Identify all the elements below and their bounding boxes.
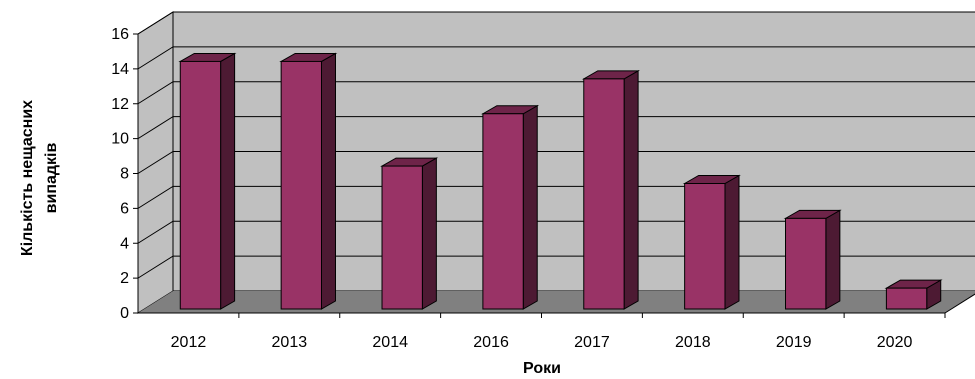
x-tick-label: 2016 — [473, 334, 509, 351]
bar-side — [522, 104, 538, 310]
y-axis-title: Кількість нещасних випадків — [19, 100, 60, 256]
bar-2018 — [682, 174, 741, 310]
gridline — [137, 81, 975, 105]
y-tick-labels: 0 2 4 6 8 10 12 14 16 — [111, 26, 129, 322]
y-tick-label: 4 — [120, 235, 129, 252]
x-tick-labels: 2012 2013 2014 2016 2017 2018 2019 2020 — [171, 334, 913, 351]
gridline — [137, 46, 975, 70]
bar-2019 — [783, 209, 842, 310]
bar-front — [482, 113, 524, 310]
y-axis-title-line-1: Кількість нещасних — [19, 100, 36, 256]
gridline — [137, 11, 975, 35]
bar-front — [684, 183, 726, 310]
bar-front — [885, 287, 928, 310]
gridlines — [137, 11, 975, 279]
bar-side — [421, 157, 437, 310]
x-tick-label: 2013 — [272, 334, 308, 351]
bar-2020 — [884, 279, 943, 310]
x-tick-label: 2019 — [776, 334, 812, 351]
y-tick-label: 2 — [120, 270, 129, 287]
bar-front — [179, 60, 222, 310]
bar-front — [583, 78, 625, 310]
y-tick-label: 6 — [120, 200, 129, 217]
bar-2014 — [380, 157, 439, 310]
bar-2017 — [581, 70, 640, 310]
bar-side — [623, 70, 639, 310]
bar-side — [220, 52, 236, 310]
bar-side — [724, 174, 740, 310]
y-tick-label: 12 — [111, 96, 129, 113]
bar-front — [280, 60, 322, 310]
y-tick-label: 16 — [111, 26, 129, 43]
x-tick-label: 2014 — [372, 334, 408, 351]
y-tick-label: 8 — [120, 166, 129, 183]
floor-edge — [944, 293, 975, 314]
axes — [133, 33, 975, 318]
bar-2013 — [279, 52, 338, 310]
gridline — [137, 116, 975, 140]
bars — [178, 52, 943, 310]
x-tick-label: 2020 — [877, 334, 913, 351]
chart-floor — [138, 291, 975, 313]
y-axis-title-line-2: випадків — [43, 143, 60, 214]
bar-side — [320, 52, 336, 310]
y-tick-label: 0 — [120, 305, 129, 322]
y-tick-label: 14 — [111, 61, 129, 78]
x-tick-label: 2018 — [675, 334, 711, 351]
y-tick-label: 10 — [111, 131, 129, 148]
x-tick-label: 2017 — [574, 334, 610, 351]
x-axis-title: Роки — [523, 360, 561, 377]
x-tick-label: 2012 — [171, 334, 207, 351]
bar-front — [381, 165, 423, 310]
bar-side — [825, 209, 841, 310]
bar-2016 — [481, 104, 540, 310]
bar-front — [785, 217, 827, 310]
bar-2012 — [178, 52, 237, 310]
gridline — [137, 151, 975, 174]
